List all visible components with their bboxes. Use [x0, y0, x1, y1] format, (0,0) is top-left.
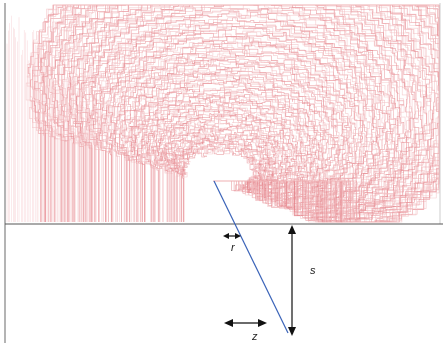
walk-path — [134, 78, 324, 222]
walk-path — [102, 29, 368, 222]
walk-path — [93, 17, 384, 222]
walk-path — [126, 67, 337, 222]
walk-path — [67, 4, 425, 223]
walk-path — [128, 66, 335, 222]
walk-path — [134, 79, 323, 222]
walk-path — [141, 88, 318, 222]
walk-path — [121, 55, 347, 222]
walk-path — [119, 51, 351, 222]
walk-path — [132, 73, 328, 222]
walk-path — [75, 4, 411, 223]
walk-path — [115, 48, 352, 222]
walk-path — [95, 19, 382, 222]
walk-path — [101, 26, 373, 222]
walk-path — [101, 26, 375, 222]
walk-path — [110, 41, 359, 222]
walk-path — [148, 99, 304, 222]
walk-path — [174, 137, 268, 222]
walk-path — [110, 40, 361, 222]
walk-path — [162, 119, 284, 222]
walk-path — [147, 97, 306, 222]
walk-path — [87, 5, 395, 222]
r-label: r — [231, 242, 236, 254]
walk-path — [121, 58, 346, 222]
walk-path — [167, 127, 279, 222]
walk-path — [66, 4, 422, 223]
walk-path — [120, 52, 349, 222]
walk-path — [142, 92, 313, 222]
walk-path — [96, 14, 386, 222]
walk-path — [64, 4, 428, 223]
s-label: s — [310, 265, 316, 277]
walk-path — [55, 4, 440, 223]
walk-path — [106, 36, 363, 222]
walk-path — [77, 4, 405, 222]
random-walk-paths — [6, 4, 440, 223]
walk-path — [79, 4, 407, 223]
slant-line — [213, 180, 289, 334]
r-arrow — [223, 233, 241, 239]
walk-path — [105, 33, 367, 222]
walk-path — [79, 4, 405, 222]
walk-path — [54, 4, 439, 223]
walk-path — [121, 58, 344, 222]
walk-path — [158, 114, 290, 222]
walk-path — [97, 23, 377, 222]
walk-path — [145, 95, 308, 222]
walk-path — [154, 107, 296, 222]
walk-path — [84, 4, 399, 222]
walk-path — [163, 123, 282, 222]
z-label: z — [251, 331, 258, 343]
walk-path — [161, 118, 286, 222]
walk-path — [85, 4, 396, 222]
s-arrow — [288, 225, 296, 336]
walk-path — [89, 8, 394, 222]
walk-path — [165, 125, 282, 222]
walk-path — [90, 13, 384, 222]
walk-path — [157, 112, 290, 222]
z-arrow — [224, 319, 267, 327]
walk-path — [69, 4, 420, 223]
walk-path — [146, 92, 312, 222]
walk-path — [142, 89, 315, 222]
walk-path — [87, 8, 392, 222]
walk-path — [155, 105, 297, 222]
